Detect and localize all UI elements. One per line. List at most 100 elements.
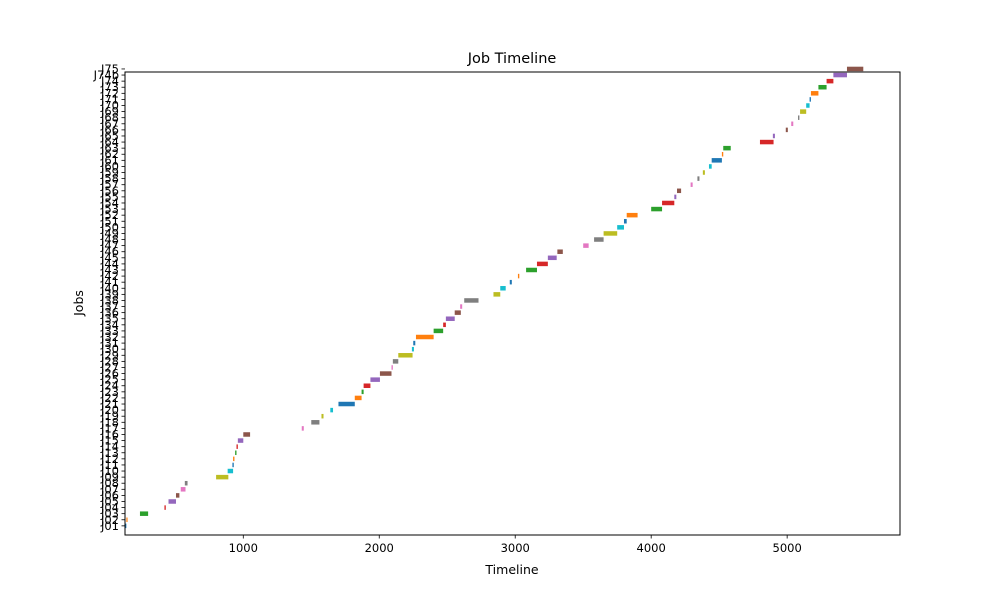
y-tick-label: J74 (100, 74, 119, 88)
y-axis-label: Jobs (71, 290, 86, 317)
bar-j72 (810, 91, 819, 96)
y-tick-label: J53 (100, 202, 119, 216)
bar-j75 (846, 66, 864, 72)
x-tick-label: 1000 (229, 541, 258, 555)
bar-j49 (603, 231, 618, 236)
bar-j11 (232, 462, 234, 468)
y-tick-label: J21 (100, 397, 119, 411)
bar-j57 (690, 182, 693, 187)
y-tick-label: J50 (100, 220, 119, 234)
y-tick-label: J35 (100, 312, 119, 326)
y-tick-label: J19 (100, 409, 119, 423)
y-tick-label: J13 (100, 446, 119, 460)
y-tick-label: J15 (100, 434, 119, 448)
x-tick-label: 5000 (773, 541, 802, 555)
bar-j41 (509, 279, 512, 285)
plot-frame (124, 71, 901, 536)
bar-j38 (464, 298, 479, 303)
bar-j10 (227, 468, 234, 474)
y-tick-label: J29 (100, 348, 119, 362)
y-tick-label: J17 (100, 421, 119, 435)
y-tick-label: J07 (100, 482, 119, 496)
bar-j74 (826, 78, 834, 84)
y-axis-ticks: J01J02J03J04J05J06J07J08J09J10J11J12J13J… (93, 62, 125, 533)
y-tick-label: J25 (100, 373, 119, 387)
bar-j73 (818, 84, 827, 90)
bar-j23 (361, 389, 364, 395)
y-tick-label: J26 (100, 367, 119, 381)
y-tick-label: J52 (100, 208, 119, 222)
bar-j42 (517, 273, 520, 279)
y-tick-label: J33 (100, 324, 119, 338)
bar-j36 (454, 310, 461, 315)
y-tick-label: J43 (100, 263, 119, 277)
y-tick-label: J31 (100, 336, 119, 350)
bar-j08 (184, 480, 188, 486)
y-tick-label: J37 (100, 300, 119, 314)
bar-j16 (243, 432, 251, 437)
y-tick-label: J51 (100, 214, 119, 228)
y-tick-label: J65 (100, 129, 119, 143)
x-tick-label: 2000 (365, 541, 394, 555)
bar-j37 (460, 304, 463, 309)
bar-j12 (233, 456, 235, 462)
bar-j32 (415, 334, 434, 340)
y-tick-label: J06 (100, 488, 119, 502)
bar-j04 (164, 505, 166, 510)
y-tick-label: J24 (100, 379, 119, 393)
bar-j43 (526, 267, 537, 273)
bar-j19 (321, 413, 324, 419)
bar-j07 (180, 487, 186, 492)
y-tick-label: J16 (100, 427, 119, 441)
bar-j26 (379, 371, 392, 376)
bar-j54 (662, 200, 675, 206)
bar-j13 (235, 450, 237, 456)
y-tick-label: J45 (100, 251, 119, 265)
bar-j58 (697, 176, 700, 181)
bar-j45 (547, 255, 557, 261)
y-tick-label: J63 (100, 141, 119, 155)
bar-j06 (175, 493, 180, 498)
y-tick-label: J40 (100, 281, 119, 295)
y-tick-label: J49 (100, 226, 119, 240)
y-tick-label: J05 (100, 494, 119, 508)
bar-j05 (168, 499, 176, 504)
y-tick-label: J61 (100, 153, 119, 167)
y-tick-label: J09 (100, 470, 119, 484)
y-tick-label: J56 (100, 184, 119, 198)
bar-j27 (391, 365, 393, 370)
bar-j01 (125, 523, 127, 529)
y-tick-label: J66 (100, 123, 119, 137)
y-tick-label: J23 (100, 385, 119, 399)
y-tick-label: J67 (100, 117, 119, 131)
bar-j69 (800, 109, 807, 114)
bar-j48 (594, 237, 604, 242)
y-tick-label: J22 (100, 391, 119, 405)
y-tick-label: J58 (100, 172, 119, 186)
y-tick-label: J75 (100, 62, 119, 76)
x-tick-label: 3000 (501, 541, 530, 555)
y-tick-label: J69 (100, 105, 119, 119)
y-tick-label: J18 (100, 415, 119, 429)
bar-j09 (216, 474, 229, 480)
bar-j56 (677, 188, 682, 194)
y-tick-label: J47 (100, 239, 119, 253)
bar-j63 (723, 145, 731, 151)
y-tick-label: J72 (100, 86, 119, 100)
y-tick-label: J48 (100, 233, 119, 247)
bar-j33 (433, 328, 444, 334)
bar-j46 (557, 249, 563, 254)
x-axis-ticks: 1000 2000 3000 4000 5000 (229, 535, 802, 555)
bar-j14 (236, 444, 238, 449)
bar-j40 (500, 286, 506, 291)
bar-j50 (617, 225, 624, 230)
y-tick-label: J57 (100, 178, 119, 192)
bar-j74b (833, 72, 847, 78)
bar-j24 (363, 383, 371, 388)
y-tick-label: J38 (100, 293, 119, 307)
y-tick-label: J14 (100, 440, 119, 454)
bar-j61 (711, 158, 722, 163)
bar-j29 (398, 353, 413, 358)
